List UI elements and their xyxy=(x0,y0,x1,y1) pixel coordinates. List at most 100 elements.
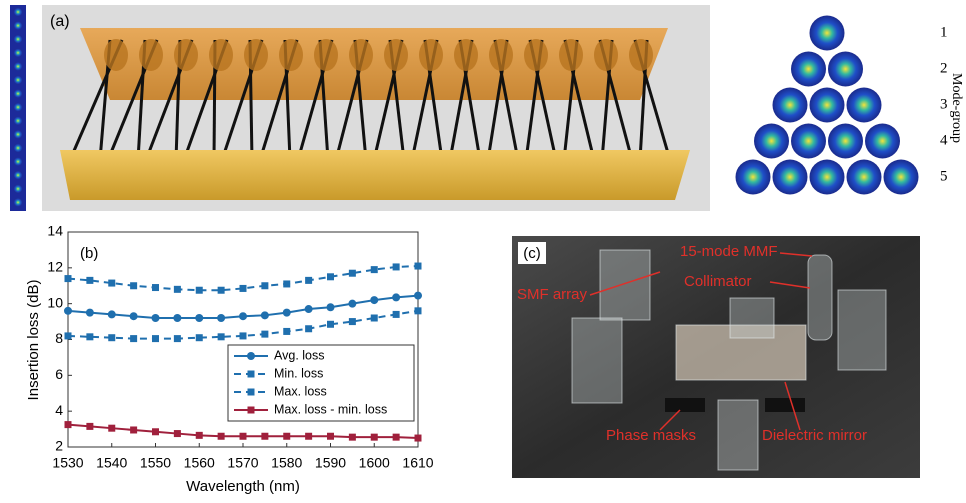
marker xyxy=(107,310,116,319)
mode-pattern xyxy=(279,39,303,71)
marker xyxy=(414,434,422,442)
mode-profile xyxy=(735,159,771,195)
mode-pattern xyxy=(174,39,198,71)
smf-spot xyxy=(13,102,23,112)
panel-label: (b) xyxy=(80,245,98,262)
smf-spot xyxy=(13,48,23,58)
marker xyxy=(64,332,72,340)
mode-profile xyxy=(754,123,789,159)
mode-profile xyxy=(846,159,882,195)
x-tick-label: 1580 xyxy=(271,455,302,471)
annotation: Collimator xyxy=(684,273,752,290)
photo-objects xyxy=(571,249,887,471)
mode-pattern xyxy=(244,39,268,71)
marker xyxy=(414,307,422,315)
mode-pattern xyxy=(594,39,618,71)
y-tick-label: 6 xyxy=(55,366,63,382)
marker xyxy=(261,330,269,338)
marker xyxy=(370,433,378,441)
marker xyxy=(195,314,204,322)
x-axis-label: Wavelength (nm) xyxy=(186,478,300,495)
x-tick-label: 1540 xyxy=(96,455,127,471)
smf-spot xyxy=(13,197,23,207)
mode-profile xyxy=(791,123,826,159)
marker xyxy=(130,282,138,290)
smf-spot xyxy=(13,89,23,99)
mode-profile xyxy=(828,123,863,159)
marker xyxy=(370,266,378,274)
marker xyxy=(239,332,247,340)
marker xyxy=(217,314,226,322)
marker xyxy=(130,426,138,434)
marker xyxy=(348,318,356,326)
x-tick-label: 1610 xyxy=(402,455,433,471)
marker xyxy=(195,286,203,294)
marker xyxy=(129,312,138,321)
mode-pattern xyxy=(454,39,478,71)
mirror-bar xyxy=(60,150,690,200)
marker xyxy=(108,334,116,342)
mode-group-title: Mode-group xyxy=(949,73,964,143)
mode-group-number: 5 xyxy=(940,168,948,184)
marker xyxy=(282,308,291,317)
marker xyxy=(327,432,334,440)
marker xyxy=(86,276,94,284)
marker xyxy=(173,285,181,293)
smf-spot xyxy=(13,184,23,194)
marker xyxy=(173,314,182,322)
y-axis-label: Insertion loss (dB) xyxy=(25,280,42,401)
mode-triangle: 1 2 3 4 5 xyxy=(735,15,948,195)
mode-pattern xyxy=(209,39,233,71)
panel-label: (a) xyxy=(50,13,70,30)
mode-pattern xyxy=(629,39,653,71)
mode-profile xyxy=(809,87,845,123)
marker xyxy=(152,428,159,436)
x-tick-label: 1550 xyxy=(140,455,171,471)
mode-group-number: 2 xyxy=(940,60,948,76)
x-tick-label: 1570 xyxy=(227,455,258,471)
legend-label: Min. loss xyxy=(274,366,323,380)
smf-spot xyxy=(13,75,23,85)
marker xyxy=(370,296,379,305)
marker xyxy=(326,303,335,312)
marker xyxy=(348,299,357,308)
x-tick-label: 1530 xyxy=(52,455,83,471)
legend-label: Max. loss xyxy=(274,384,327,398)
marker xyxy=(217,432,225,440)
marker xyxy=(392,310,400,318)
smf-spot xyxy=(13,129,23,139)
y-tick-label: 2 xyxy=(55,438,63,454)
mode-profile xyxy=(828,51,863,87)
y-tick-label: 14 xyxy=(47,223,63,239)
legend-marker xyxy=(247,352,255,360)
annotation: Dielectric mirror xyxy=(762,427,867,444)
mode-profile xyxy=(791,51,826,87)
mode-profile xyxy=(846,87,882,123)
smf-spots xyxy=(13,7,23,207)
panel-label-box xyxy=(518,242,546,264)
mode-profile xyxy=(865,123,900,159)
annotations: 15-mode MMF SMF array Collimator Phase mask… xyxy=(517,243,867,444)
marker xyxy=(64,275,72,283)
panel-label: (c) xyxy=(523,245,541,262)
marker xyxy=(108,279,116,287)
mode-profile xyxy=(772,159,808,195)
y-tick-label: 12 xyxy=(47,259,63,275)
x-tick-label: 1560 xyxy=(184,455,215,471)
mode-pattern xyxy=(524,39,548,71)
legend-label: Max. loss - min. loss xyxy=(274,402,387,416)
mode-group-number: 1 xyxy=(940,24,948,40)
smf-spot xyxy=(13,21,23,31)
series-line xyxy=(67,309,419,340)
marker xyxy=(261,282,269,290)
marker xyxy=(283,280,291,288)
mode-profile xyxy=(883,159,919,195)
annotation: 15-mode MMF xyxy=(680,243,778,260)
marker xyxy=(414,262,422,270)
beam-lines xyxy=(68,39,672,161)
marker xyxy=(151,314,160,322)
marker xyxy=(239,312,247,321)
smf-spot xyxy=(13,170,23,180)
mode-pattern xyxy=(489,39,513,71)
